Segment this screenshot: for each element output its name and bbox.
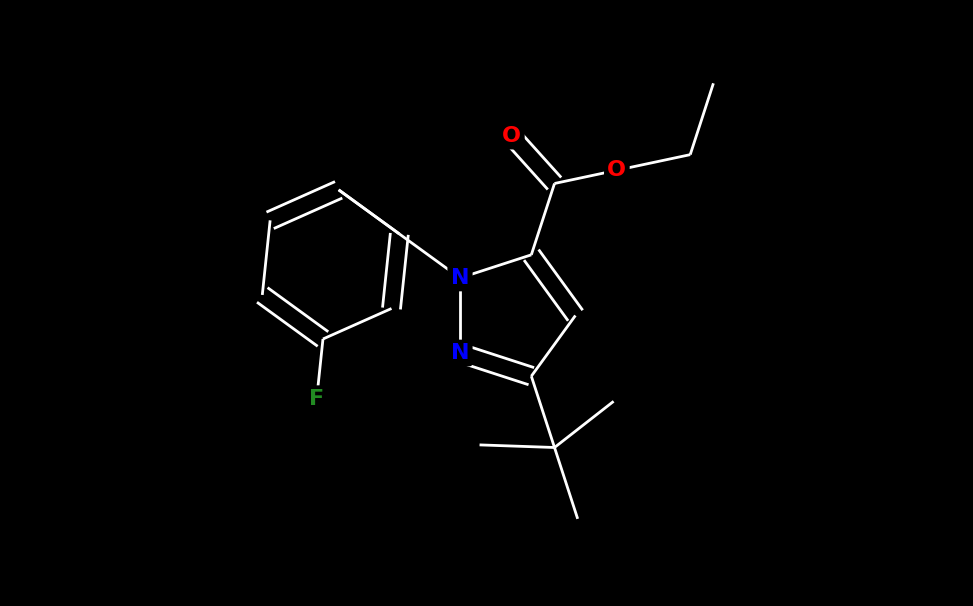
Text: O: O [607, 160, 627, 180]
Text: F: F [309, 388, 324, 408]
Text: O: O [502, 126, 522, 146]
Text: N: N [450, 343, 469, 363]
Text: N: N [450, 268, 469, 288]
